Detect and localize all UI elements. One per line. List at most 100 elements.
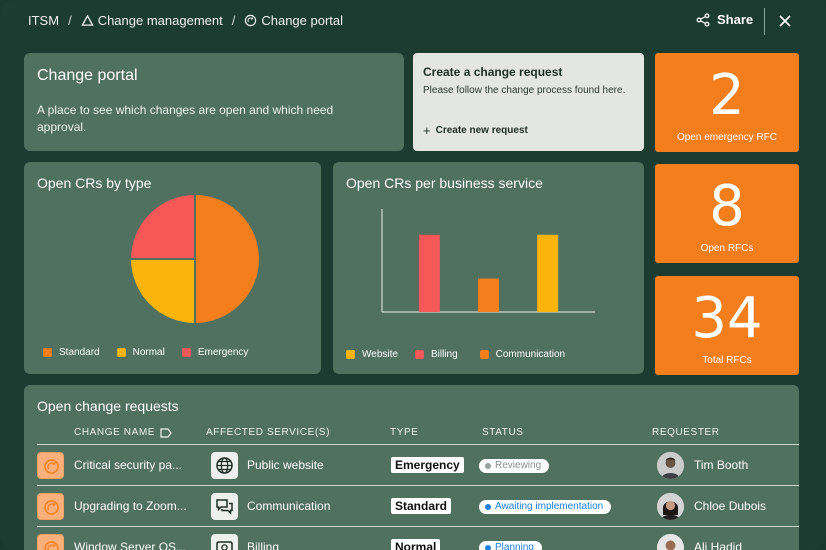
kpi-open-rfcs[interactable]: 8 Open RFCs — [655, 164, 799, 263]
open-crs-by-type-card: Open CRs by type Standard Normal Emergen… — [24, 162, 321, 374]
kpi-value: 2 — [709, 63, 745, 128]
status-dot — [485, 504, 491, 510]
bar-legend: Website Billing Communication — [346, 349, 582, 360]
kpi-value: 34 — [691, 286, 763, 351]
requester-name: Tim Booth — [694, 458, 749, 472]
legend-communication[interactable]: Communication — [479, 349, 565, 360]
globe-icon — [211, 452, 238, 479]
avatar — [657, 534, 684, 550]
create-request-title: Create a change request — [423, 65, 563, 79]
bar-chart-title: Open CRs per business service — [346, 175, 543, 191]
breadcrumb-itsm-label: ITSM — [28, 13, 60, 28]
open-crs-per-service-card: Open CRs per business service Website Bi… — [333, 162, 644, 374]
breadcrumb-itsm[interactable]: ITSM — [28, 13, 59, 28]
change-name: Upgrading to Zoom... — [74, 499, 187, 513]
pie-slice-standard[interactable] — [194, 192, 261, 326]
legend-label: Billing — [430, 349, 458, 360]
legend-swatch — [181, 348, 191, 357]
header-divider — [764, 8, 765, 35]
portal-intro-card: Change portal A place to see which chang… — [24, 53, 404, 151]
change-type-icon — [37, 493, 64, 520]
legend-normal[interactable]: Normal — [116, 347, 165, 358]
kpi-label: Open RFCs — [700, 243, 754, 254]
column-header-change-name[interactable]: CHANGE NAME — [74, 427, 172, 438]
open-change-requests-card: Open change requests CHANGE NAME AFFECTE… — [24, 385, 799, 550]
bar-website[interactable] — [537, 234, 559, 312]
legend-swatch — [116, 348, 126, 357]
portal-description: A place to see which changes are open an… — [37, 103, 334, 134]
kpi-open-emergency-rfc[interactable]: 2 Open emergency RFC — [655, 53, 799, 152]
change-name: Critical security pa... — [74, 458, 183, 472]
table-row[interactable]: Critical security pa... Public website E… — [24, 445, 799, 485]
share-icon — [696, 12, 710, 27]
legend-label: Standard — [59, 347, 100, 358]
legend-emergency[interactable]: Emergency — [181, 347, 249, 358]
column-header-label: STATUS — [482, 427, 524, 438]
triangle-icon — [80, 14, 94, 26]
legend-billing[interactable]: Billing — [414, 349, 458, 360]
kpi-total-rfcs[interactable]: 34 Total RFCs — [655, 276, 799, 375]
breadcrumb-change-management[interactable]: Change management — [80, 13, 223, 28]
requester-name: Ali Hadid — [694, 540, 743, 550]
create-new-request-label: Create new request — [435, 125, 528, 136]
bar-billing[interactable] — [418, 234, 440, 312]
column-header-label: AFFECTED SERVICE(S) — [206, 427, 331, 438]
column-header-type[interactable]: TYPE — [390, 427, 419, 438]
breadcrumb: ITSM / Change management / Change portal — [28, 13, 343, 28]
billing-icon — [211, 534, 238, 550]
bar-communication[interactable] — [478, 278, 499, 312]
column-header-affected-services[interactable]: AFFECTED SERVICE(S) — [206, 427, 330, 438]
breadcrumb-separator: / — [68, 13, 72, 28]
share-label: Share — [717, 12, 754, 27]
table-divider — [37, 444, 799, 445]
top-bar: ITSM / Change management / Change portal… — [0, 0, 826, 44]
breadcrumb-change-portal[interactable]: Change portal — [244, 13, 343, 28]
pie-slice-emergency[interactable] — [128, 192, 196, 260]
create-request-text: Please follow the change process found h… — [423, 85, 626, 96]
breadcrumb-change-management-label: Change management — [97, 13, 223, 28]
affected-service: Communication — [247, 499, 331, 513]
affected-service: Billing — [247, 540, 280, 550]
status-label: Awaiting implementation — [495, 501, 604, 512]
type-badge: Standard — [391, 498, 452, 514]
breadcrumb-separator: / — [231, 13, 236, 28]
affected-service: Public website — [247, 458, 324, 472]
status-badge: Planning — [479, 541, 542, 550]
legend-label: Normal — [132, 347, 165, 358]
column-header-label: TYPE — [390, 427, 419, 438]
column-header-label: REQUESTER — [652, 427, 720, 438]
table-row[interactable]: Window Server OS... Billing Normal Plann… — [24, 527, 799, 550]
legend-swatch — [479, 350, 489, 359]
create-new-request-button[interactable]: + Create new request — [423, 123, 528, 138]
legend-standard[interactable]: Standard — [43, 347, 100, 358]
pie-slice-normal[interactable] — [128, 258, 196, 326]
pie-chart-title: Open CRs by type — [37, 175, 152, 191]
avatar — [657, 452, 684, 479]
status-dot — [485, 463, 491, 469]
page-title: Change portal — [37, 67, 138, 84]
change-type-icon — [37, 452, 64, 479]
kpi-label: Open emergency RFC — [676, 132, 778, 143]
legend-website[interactable]: Website — [346, 349, 398, 360]
share-button[interactable]: Share — [696, 12, 753, 27]
column-header-status[interactable]: STATUS — [482, 427, 524, 438]
requester-name: Chloe Dubois — [694, 499, 767, 513]
kpi-label: Total RFCs — [702, 355, 752, 366]
type-badge: Normal — [391, 539, 441, 550]
close-icon[interactable] — [777, 13, 793, 29]
column-header-requester[interactable]: REQUESTER — [652, 427, 720, 438]
avatar — [657, 493, 684, 520]
table-row[interactable]: Upgrading to Zoom... Communication Stand… — [24, 486, 799, 526]
kpi-value: 8 — [709, 174, 745, 239]
pie-legend: Standard Normal Emergency — [43, 347, 265, 358]
legend-label: Website — [362, 349, 398, 360]
bar-chart — [381, 209, 595, 313]
status-badge: Reviewing — [479, 459, 550, 473]
status-badge: Awaiting implementation — [479, 500, 612, 514]
chat-icon — [211, 493, 238, 520]
pie-chart — [128, 192, 261, 326]
create-request-card: Create a change request Please follow th… — [413, 53, 644, 151]
tag-icon — [160, 427, 172, 438]
legend-label: Emergency — [197, 347, 249, 358]
